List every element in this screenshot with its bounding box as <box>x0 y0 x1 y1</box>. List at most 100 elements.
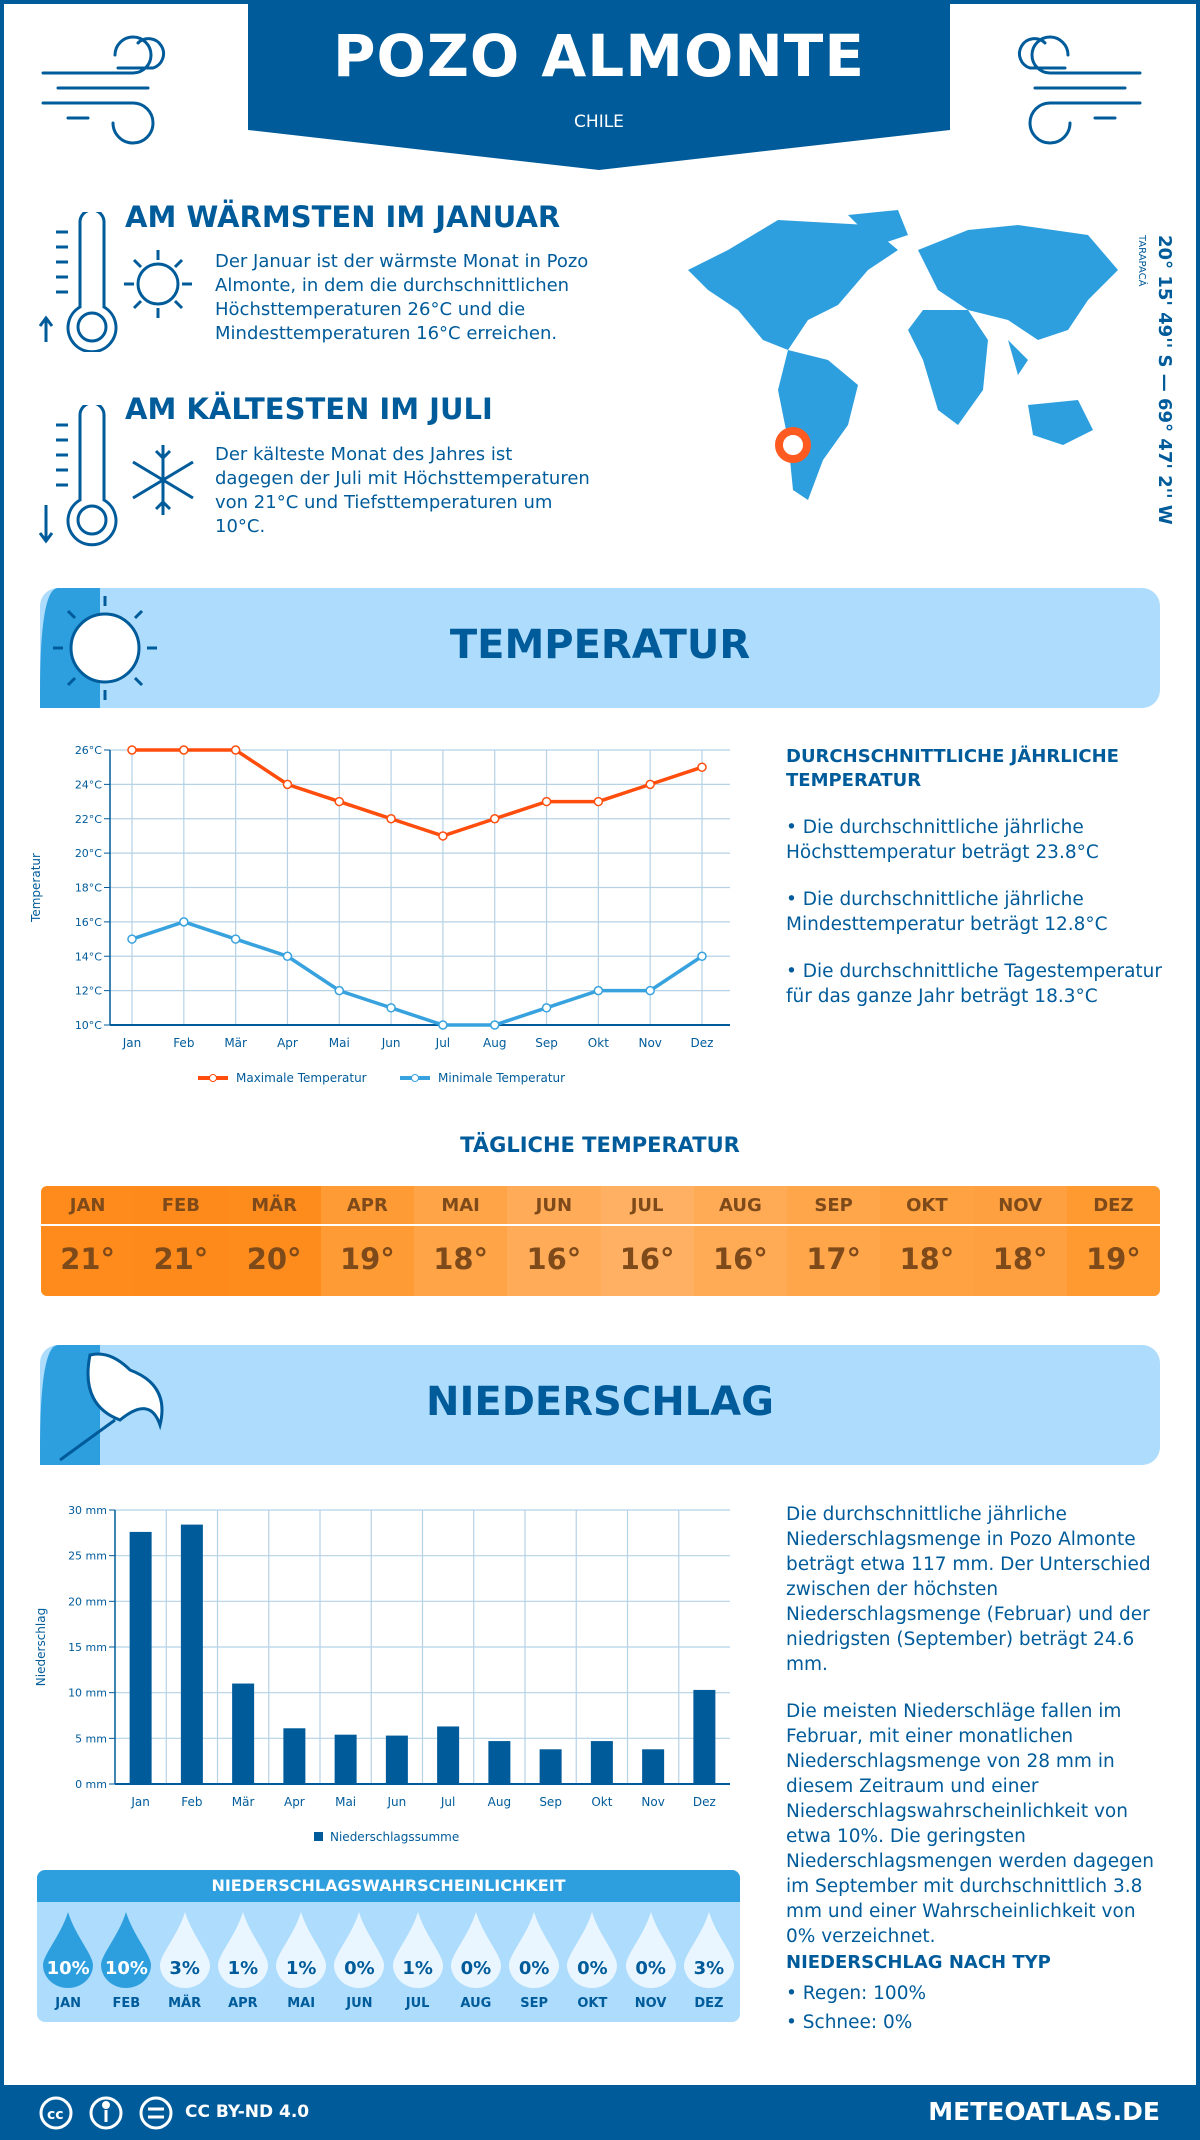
x-tick-label: Jul <box>435 1036 450 1050</box>
probability-month: JAN <box>55 1996 82 2011</box>
warmest-text: Der Januar ist der wärmste Monat in Pozo… <box>215 251 589 344</box>
probability-drops: 10% JAN 10% FEB 3% MÄR 1% APR 1% MAI 0% JUN 1% JUL 0% A… <box>37 1902 740 2020</box>
data-point <box>230 934 241 944</box>
daily-column: FEB 21° <box>134 1186 228 1296</box>
probability-title: NIEDERSCHLAGSWAHRSCHEINLICHKEIT <box>37 1870 740 1902</box>
raindrop-icon <box>217 1912 268 1988</box>
legend-label: Minimale Temperatur <box>438 1071 565 1085</box>
probability-drop: 0% JUN <box>330 1908 388 2020</box>
temperature-summary: DURCHSCHNITTLICHE JÄHRLICHE TEMPERATUR •… <box>786 745 1166 1009</box>
probability-drop: 3% MÄR <box>156 1908 214 2020</box>
raindrop-icon <box>450 1912 501 1988</box>
daily-value: 18° <box>433 1242 489 1276</box>
title-banner <box>248 0 950 170</box>
probability-value: 3% <box>693 1958 725 1979</box>
x-tick-label: Mär <box>224 1036 247 1050</box>
daily-value: 16° <box>526 1242 582 1276</box>
daily-month: JUN <box>507 1186 601 1226</box>
raindrop-icon <box>683 1912 734 1988</box>
x-tick-label: Jun <box>381 1036 401 1050</box>
probability-value: 0% <box>344 1958 375 1979</box>
probability-drop: 3% DEZ <box>680 1908 738 2020</box>
data-point <box>645 779 655 790</box>
daily-column: SEP 17° <box>787 1186 881 1296</box>
probability-drop: 0% SEP <box>505 1908 563 2020</box>
x-tick-label: Dez <box>691 1036 714 1050</box>
raindrop-icon <box>392 1912 443 1988</box>
probability-value: 0% <box>518 1958 550 1979</box>
daily-month: JUL <box>600 1186 694 1226</box>
precip-bar <box>385 1735 408 1784</box>
x-tick-label: Nov <box>641 1795 664 1809</box>
data-point <box>282 779 293 790</box>
daily-column: MÄR 20° <box>227 1186 321 1296</box>
y-tick-label: 5 mm <box>75 1732 107 1745</box>
x-tick-label: Jan <box>130 1795 150 1809</box>
series-line-min <box>131 920 703 1027</box>
y-tick-label: 10 mm <box>68 1687 107 1700</box>
data-point <box>489 814 500 824</box>
precip-bar <box>180 1524 203 1784</box>
probability-value: 0% <box>635 1958 666 1979</box>
raindrop-icon <box>509 1912 560 1988</box>
coldest-text: Der kälteste Monat des Jahres ist dagege… <box>215 444 590 537</box>
x-tick-label: Aug <box>488 1795 511 1809</box>
legend-label: Maximale Temperatur <box>236 1071 367 1085</box>
x-tick-label: Okt <box>591 1795 612 1809</box>
x-tick-label: Okt <box>588 1036 609 1050</box>
legend-marker <box>411 1074 419 1082</box>
daily-column: DEZ 19° <box>1066 1186 1160 1296</box>
precip-bar <box>693 1689 716 1784</box>
daily-value: 17° <box>806 1242 862 1276</box>
daily-value: 19° <box>339 1242 395 1276</box>
warmest-heading: AM WÄRMSTEN IM JANUAR <box>125 200 561 234</box>
daily-month: SEP <box>787 1186 881 1226</box>
y-tick-label: 20 mm <box>68 1595 107 1608</box>
probability-drop: 10% FEB <box>97 1908 155 2020</box>
y-tick-label: 15 mm <box>68 1641 107 1654</box>
temperature-summary-heading: DURCHSCHNITTLICHE JÄHRLICHE TEMPERATUR <box>786 746 1119 791</box>
probability-value: 10% <box>46 1958 90 1979</box>
probability-drop: 10% JAN <box>39 1908 97 2020</box>
summary-bullet-min: • Die durchschnittliche jährliche Mindes… <box>786 889 1108 935</box>
raindrop-icon <box>625 1912 676 1988</box>
raindrop-icon <box>567 1912 618 1988</box>
probability-value: 10% <box>104 1958 148 1979</box>
x-tick-label: Dez <box>693 1795 716 1809</box>
legend-marker <box>209 1074 217 1082</box>
y-tick-label: 30 mm <box>68 1504 107 1517</box>
probability-month: SEP <box>520 1996 549 2011</box>
data-point <box>127 745 137 755</box>
x-tick-label: Jul <box>440 1795 455 1809</box>
probability-month: DEZ <box>694 1996 724 2011</box>
data-point <box>334 985 345 996</box>
sun-icon <box>40 588 157 708</box>
y-tick-label: 12°C <box>75 985 102 998</box>
x-tick-label: Sep <box>535 1036 558 1050</box>
data-point <box>230 745 241 755</box>
precip-bar <box>129 1531 152 1784</box>
y-tick-label: 0 mm <box>75 1778 107 1791</box>
probability-month: APR <box>228 1996 258 2011</box>
data-point <box>127 934 137 944</box>
by-icon <box>89 2096 123 2130</box>
wind-icon-left <box>41 35 166 145</box>
site-link[interactable]: METEOATLAS.DE <box>928 2097 1160 2126</box>
temperature-title: TEMPERATUR <box>449 622 751 668</box>
daily-temperature-title: TÄGLICHE TEMPERATUR <box>460 1133 740 1157</box>
probability-month: OKT <box>577 1996 608 2011</box>
precipitation-summary: Die durchschnittliche jährliche Niedersc… <box>786 1502 1166 2035</box>
data-point <box>593 796 604 807</box>
y-tick-label: 16°C <box>75 916 102 929</box>
daily-month: MAI <box>414 1186 508 1226</box>
country-label: CHILE <box>574 112 624 132</box>
precip-type-rain: • Regen: 100% <box>786 1983 927 2004</box>
thermometer-cold-icon <box>38 405 194 547</box>
nd-icon <box>139 2096 173 2130</box>
city-title: POZO ALMONTE <box>333 22 865 90</box>
daily-column: MAI 18° <box>414 1186 508 1296</box>
data-point <box>438 1020 448 1030</box>
thermometer-warm-icon <box>38 212 192 352</box>
y-tick-label: 22°C <box>75 813 102 826</box>
coordinates-block: 20° 15' 49'' S — 69° 47' 2'' W TARAPACÁ <box>1135 235 1175 525</box>
